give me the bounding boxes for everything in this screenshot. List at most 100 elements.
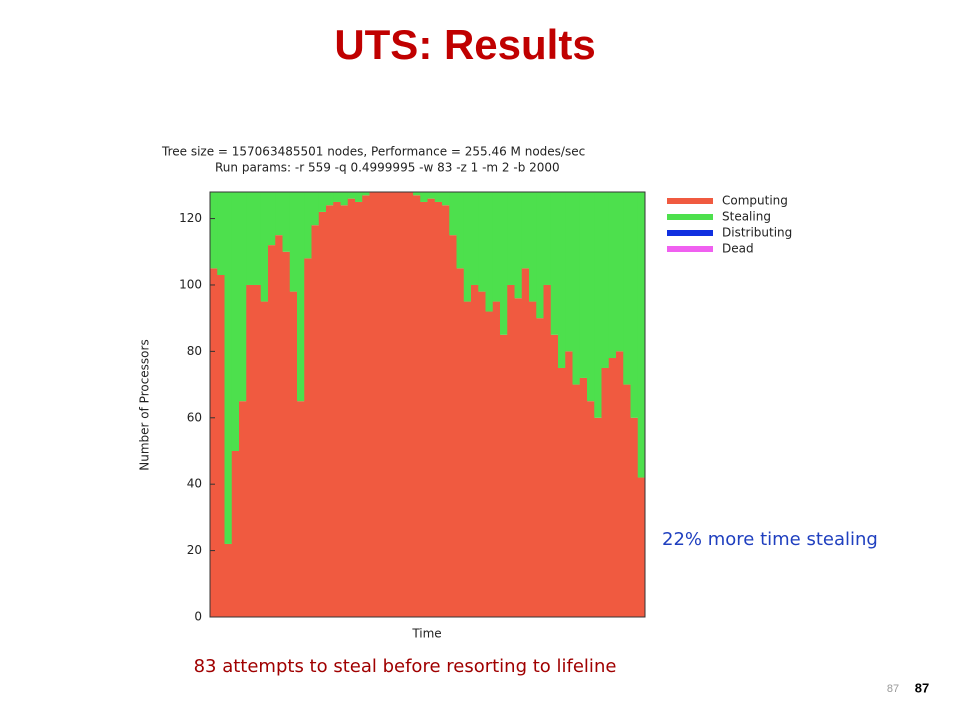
bar-segment: [231, 192, 240, 451]
bar-segment: [427, 198, 436, 617]
bar-segment: [224, 543, 233, 617]
bar-segment: [427, 192, 436, 199]
bar-segment: [282, 192, 291, 252]
y-tick-label: 40: [187, 477, 202, 491]
bar-segment: [217, 192, 225, 276]
bar-segment: [572, 192, 581, 385]
bar-segment: [260, 301, 269, 617]
bar-segment: [289, 192, 298, 292]
bar-segment: [463, 301, 472, 617]
bar-segment: [442, 192, 450, 206]
bar-segment: [623, 384, 631, 617]
bar-segment: [485, 192, 494, 312]
bar-segment: [514, 192, 523, 299]
y-axis-label: Number of Processors: [138, 339, 152, 470]
bar-segment: [456, 192, 465, 269]
bar-segment: [471, 284, 479, 617]
bar-segment: [398, 192, 407, 617]
bar-segment: [463, 192, 472, 302]
bar-segment: [326, 192, 334, 206]
legend-label: Dead: [722, 242, 754, 256]
bar-segment: [529, 301, 537, 617]
bar-segment: [347, 192, 356, 199]
bar-segment: [282, 251, 291, 617]
bar-segment: [268, 192, 276, 246]
bar-segment: [268, 245, 276, 617]
y-tick-label: 20: [187, 543, 202, 557]
bar-segment: [623, 192, 631, 385]
bar-segment: [333, 201, 341, 617]
slide-title: UTS: Results: [334, 21, 595, 68]
bar-segment: [253, 192, 262, 285]
bar-segment: [210, 268, 218, 617]
bar-segment: [637, 192, 646, 478]
annotation: 22% more time stealing: [662, 529, 878, 550]
plot-frame: [209, 191, 646, 618]
y-tick-label: 60: [187, 410, 202, 424]
bar-segment: [601, 192, 610, 368]
bar-segment: [333, 192, 341, 202]
bar-segment: [275, 235, 283, 617]
bar-segment: [297, 192, 305, 402]
bar-segment: [231, 450, 240, 617]
bar-segment: [471, 192, 479, 285]
bar-segment: [579, 377, 588, 617]
bar-segment: [478, 291, 486, 617]
bar-segment: [340, 192, 349, 206]
bar-segment: [529, 192, 537, 302]
bar-segment: [376, 192, 385, 617]
bar-segment: [500, 192, 508, 335]
bar-segment: [239, 192, 247, 402]
bar-segment: [289, 291, 298, 617]
bar-segment: [449, 192, 457, 236]
bar-segment: [362, 192, 370, 196]
bar-segment: [616, 351, 624, 617]
y-tick-label: 80: [187, 344, 202, 358]
bar-segment: [224, 192, 233, 544]
bar-segment: [521, 192, 530, 269]
bar-segment: [637, 477, 646, 617]
bar-segment: [304, 192, 312, 259]
page-number: 87: [887, 683, 899, 695]
bar-segment: [311, 192, 320, 226]
bar-segment: [630, 417, 639, 617]
bar-segment: [246, 192, 254, 285]
x-axis-label: Time: [411, 627, 441, 641]
bar-segment: [492, 192, 501, 302]
bar-segment: [587, 401, 595, 617]
bar-segment: [355, 192, 363, 202]
bar-segment: [217, 275, 225, 617]
chart-subtitle: Run params: -r 559 -q 0.4999995 -w 83 -z…: [215, 161, 560, 175]
legend-swatch: [667, 246, 713, 252]
legend-label: Stealing: [722, 210, 771, 224]
bar-segment: [543, 192, 552, 285]
legend-swatch: [667, 214, 713, 220]
bar-segment: [326, 205, 334, 617]
bar-segment: [434, 201, 443, 617]
bar-segment: [536, 192, 544, 319]
y-tick-label: 100: [179, 277, 202, 291]
bar-segment: [608, 192, 617, 359]
bar-segment: [550, 192, 559, 335]
bar-segment: [492, 301, 501, 617]
bar-segment: [579, 192, 588, 378]
y-tick-label: 120: [179, 211, 202, 225]
bar-segment: [405, 192, 414, 617]
bar-segment: [318, 211, 327, 617]
bar-segment: [456, 268, 465, 617]
y-tick-label: 0: [194, 610, 202, 624]
bar-segment: [304, 258, 312, 617]
bar-segment: [500, 334, 508, 617]
bar-segment: [543, 284, 552, 617]
legend-swatch: [667, 230, 713, 236]
bar-segment: [210, 192, 218, 269]
bar-segment: [485, 311, 494, 617]
bar-segment: [253, 284, 262, 617]
bar-segment: [630, 192, 639, 418]
bar-segment: [558, 367, 566, 617]
legend-label: Distributing: [722, 226, 792, 240]
bar-segment: [594, 192, 602, 418]
bar-segment: [297, 401, 305, 617]
bar-segment: [275, 192, 283, 236]
bar-segment: [594, 417, 602, 617]
